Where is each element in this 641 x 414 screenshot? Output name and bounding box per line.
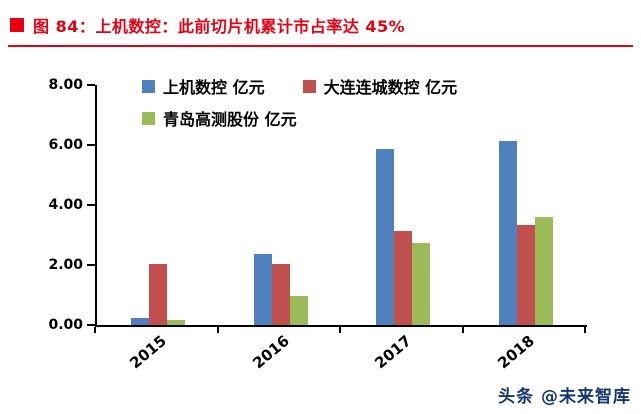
x-tick-mark	[461, 327, 464, 333]
bar	[149, 263, 168, 325]
figure-title: 图 84：上机数控：此前切片机累计市占率达 45%	[33, 17, 406, 36]
bar-group	[220, 253, 343, 325]
x-tick-mark	[216, 327, 219, 333]
x-tick-mark	[339, 327, 341, 333]
bar	[516, 224, 535, 325]
x-axis-label: 2016	[248, 331, 293, 373]
bar	[498, 140, 517, 325]
header-divider	[8, 45, 633, 47]
chart-legend: 上机数控 亿元 大连连城数控 亿元青岛高测股份 亿元	[142, 74, 457, 130]
x-tick-mark	[94, 327, 96, 333]
figure-header: 图 84：上机数控：此前切片机累计市占率达 45%	[10, 13, 405, 37]
y-tick-mark	[87, 204, 95, 206]
legend-item: 上机数控 亿元	[142, 74, 265, 98]
bar	[376, 148, 395, 325]
y-tick-mark	[87, 84, 95, 86]
bar	[167, 319, 186, 325]
x-axis-label: 2017	[371, 331, 416, 373]
bar	[289, 295, 308, 325]
x-axis-label: 2018	[493, 331, 538, 373]
y-tick-label: 2.00	[48, 257, 83, 273]
legend-label: 青岛高测股份 亿元	[163, 110, 297, 129]
legend-label: 上机数控 亿元	[163, 78, 265, 97]
bar-group	[465, 140, 588, 325]
y-tick-mark	[87, 324, 95, 326]
y-tick-label: 0.00	[48, 317, 83, 333]
legend-swatch-icon	[142, 111, 155, 125]
y-tick-label: 4.00	[48, 197, 83, 213]
legend-swatch-icon	[142, 79, 155, 93]
legend-swatch-icon	[302, 79, 316, 93]
bar	[412, 242, 431, 325]
plot-area	[95, 85, 587, 327]
x-axis-label: 2015	[126, 331, 171, 373]
bar	[394, 230, 413, 325]
watermark: 头条 @未来智库	[498, 387, 631, 407]
legend-row: 上机数控 亿元 大连连城数控 亿元	[142, 74, 457, 98]
bar-group	[342, 148, 465, 325]
y-tick-mark	[87, 144, 95, 146]
bar-group	[97, 263, 220, 325]
bar	[131, 317, 150, 325]
x-tick-mark	[584, 327, 586, 333]
legend-item: 青岛高测股份 亿元	[142, 106, 297, 130]
y-tick-label: 6.00	[48, 137, 83, 153]
legend-row: 青岛高测股份 亿元	[142, 106, 457, 130]
bar	[534, 217, 553, 325]
bar	[271, 263, 290, 325]
y-tick-label: 8.00	[48, 77, 83, 93]
y-tick-mark	[87, 264, 95, 266]
legend-label: 大连连城数控 亿元	[323, 78, 458, 97]
bar	[253, 253, 272, 325]
figure-marker-icon	[10, 18, 24, 32]
legend-item: 大连连城数控 亿元	[302, 74, 458, 98]
